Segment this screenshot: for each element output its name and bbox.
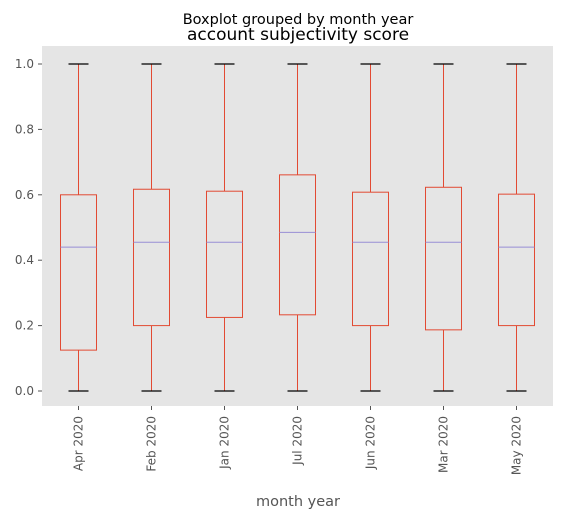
box-iqr [206, 190, 243, 318]
x-tick-label: Apr 2020 [72, 416, 86, 471]
box-1 [133, 63, 170, 392]
box-iqr [352, 191, 389, 327]
y-tick-label: 1.0 [15, 57, 34, 71]
x-tick-label: Jun 2020 [364, 416, 378, 470]
y-tick-label: 0.4 [15, 253, 34, 267]
box-3 [279, 63, 316, 392]
chart-suptitle: Boxplot grouped by month year [183, 12, 414, 28]
y-axis: 0.0 0.2 0.4 0.6 0.8 1.0 [15, 57, 42, 398]
x-axis: Apr 2020 Feb 2020 Jan 2020 Jul 2020 Jun 2020… [72, 406, 524, 475]
box-iqr [425, 186, 462, 331]
box-iqr [60, 194, 97, 351]
box-6 [498, 63, 535, 392]
x-tick-label: Mar 2020 [437, 416, 451, 473]
y-tick-label: 0.0 [15, 384, 34, 398]
box-iqr [279, 174, 316, 316]
y-tick-label: 0.2 [15, 319, 34, 333]
x-tick-label: Jan 2020 [218, 416, 232, 470]
box-5 [425, 63, 462, 392]
y-tick-label: 0.8 [15, 122, 34, 136]
box-2 [206, 63, 243, 392]
chart-title: account subjectivity score [187, 25, 409, 45]
box-4 [352, 63, 389, 392]
x-axis-label: month year [256, 494, 340, 510]
box-iqr [498, 193, 535, 327]
boxes-group [60, 63, 535, 392]
box-iqr [133, 188, 170, 327]
box-0 [60, 63, 97, 392]
x-tick-label: Jul 2020 [291, 416, 305, 466]
x-tick-label: May 2020 [510, 416, 524, 475]
y-tick-label: 0.6 [15, 188, 34, 202]
x-tick-label: Feb 2020 [145, 416, 159, 472]
